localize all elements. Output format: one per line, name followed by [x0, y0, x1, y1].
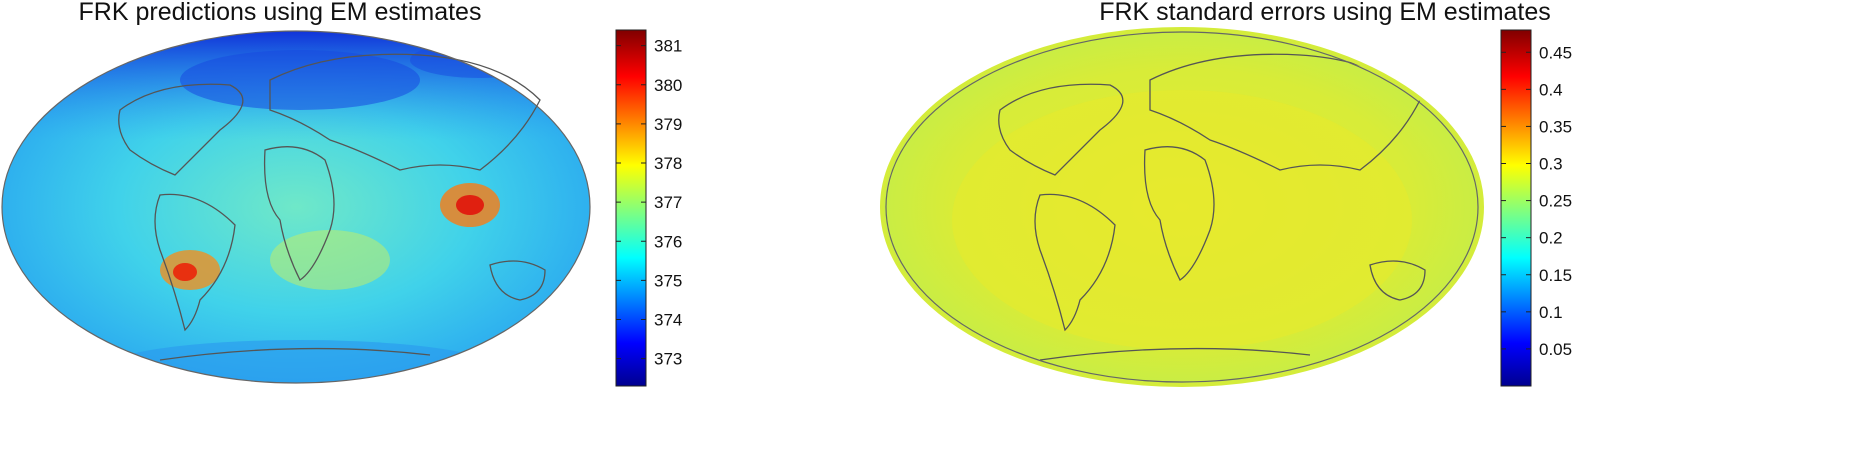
colorbar-tick-label: 380: [654, 76, 682, 95]
standard-errors-map: 0.05 0.1 0.15 0.2 0.25 0.3 0.35 0.4 0.45: [880, 27, 1572, 387]
map-title: FRK standard errors using EM estimates: [1099, 0, 1551, 26]
colorbar-ticks: 373 374 375 376 377 378 379 380 381: [616, 37, 682, 369]
coastline-outlines: [118, 53, 546, 361]
coastline-outlines: [998, 53, 1426, 361]
colorbar-tick-label: 0.4: [1539, 80, 1563, 99]
colorbar-tick-label: 378: [654, 154, 682, 173]
map-title: FRK predictions using EM estimates: [78, 0, 482, 26]
colorbar-tick-label: 377: [654, 193, 682, 212]
colorbar-tick-label: 0.25: [1539, 192, 1572, 211]
colorbar-tick-label: 0.1: [1539, 303, 1563, 322]
colorbar-tick-label: 0.05: [1539, 340, 1572, 359]
colorbar-tick-label: 376: [654, 232, 682, 251]
colorbar-tick-label: 0.2: [1539, 229, 1563, 248]
colorbar-tick-label: 0.35: [1539, 117, 1572, 136]
map-rim: [880, 27, 1484, 387]
map-border: [1, 30, 591, 384]
colorbar-ticks: 0.05 0.1 0.15 0.2 0.25 0.3 0.35 0.4 0.45: [1501, 43, 1572, 359]
map-surface: [882, 29, 1482, 385]
colorbar: [1500, 29, 1532, 387]
colorbar-tick-label: 381: [654, 37, 682, 56]
colorbar-tick-label: 0.45: [1539, 43, 1572, 62]
map-border: [885, 31, 1479, 383]
colorbar-tick-label: 0.15: [1539, 266, 1572, 285]
predictions-map: 373 374 375 376 377 378 379 380 381: [1, 29, 682, 387]
predictions-panel: FRK predictions using EM estimates: [0, 0, 900, 458]
standard-errors-panel: FRK standard errors using EM estimates: [880, 0, 1851, 458]
colorbar: [615, 29, 647, 387]
map-surface: [2, 31, 590, 383]
colorbar-tick-label: 375: [654, 271, 682, 290]
colorbar-tick-label: 379: [654, 115, 682, 134]
colorbar-tick-label: 0.3: [1539, 155, 1563, 174]
colorbar-tick-label: 373: [654, 350, 682, 369]
colorbar-tick-label: 374: [654, 310, 682, 329]
